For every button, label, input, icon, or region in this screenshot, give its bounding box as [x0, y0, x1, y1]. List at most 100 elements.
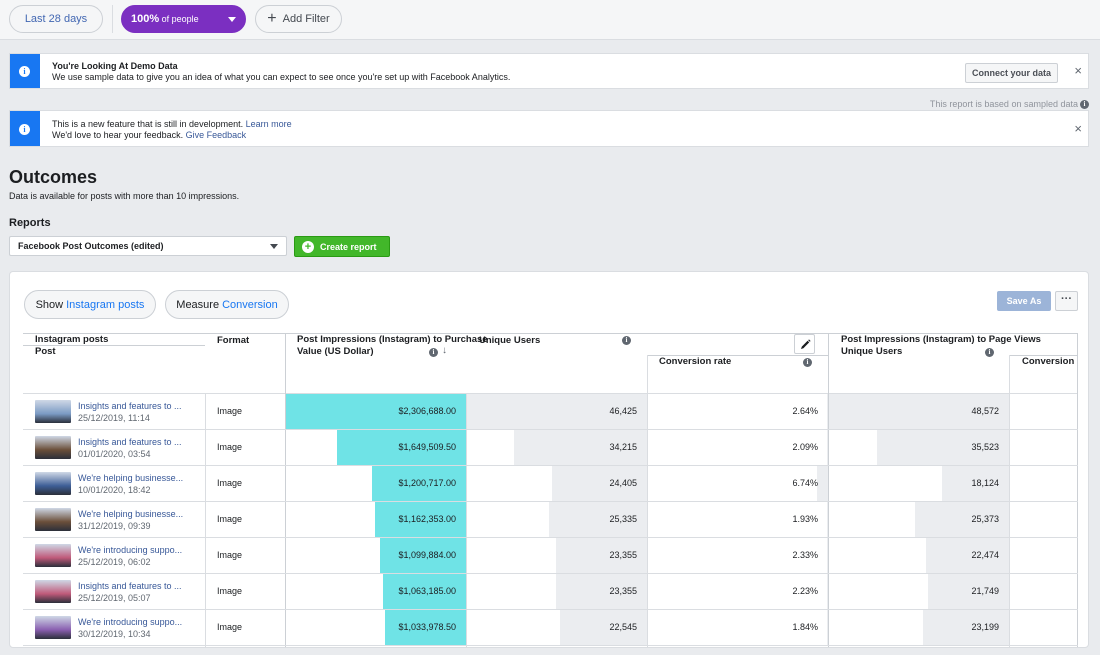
conversion-rate-value: 2.23%	[792, 586, 818, 596]
purchase-value-cell: $1,033,978.50	[286, 610, 466, 645]
post-title-link[interactable]: We're introducing suppo...	[78, 545, 182, 555]
post-thumbnail[interactable]	[35, 436, 71, 459]
chevron-down-icon	[228, 17, 236, 22]
conversion-rate-value: 2.33%	[792, 550, 818, 560]
post-title-link[interactable]: We're helping businesse...	[78, 509, 183, 519]
table-row[interactable]: We're introducing suppo... 30/12/2019, 10…	[23, 610, 1078, 646]
unique-users-2-value: 23,199	[971, 622, 999, 632]
people-segment-dropdown[interactable]: 100% of people	[121, 5, 246, 33]
table-row[interactable]: Insights and features to ... 25/12/2019, …	[23, 394, 1078, 430]
post-date: 30/12/2019, 10:34	[78, 629, 151, 639]
unique-users-value: 23,355	[609, 586, 637, 596]
purchase-metric-header[interactable]: Post Impressions (Instagram) to Purchase	[297, 334, 488, 346]
info-icon[interactable]: i	[622, 336, 631, 345]
date-range-button[interactable]: Last 28 days	[9, 5, 103, 33]
post-title-link[interactable]: Insights and features to ...	[78, 437, 182, 447]
add-filter-label: Add Filter	[283, 13, 330, 25]
edit-pencil-button[interactable]	[794, 334, 815, 354]
conversion-rate-header[interactable]: Conversion rate	[659, 356, 731, 368]
measure-selector[interactable]: Measure Conversion	[165, 290, 289, 319]
pageviews-metric-header[interactable]: Post Impressions (Instagram) to Page Vie…	[841, 334, 1041, 346]
unique-users-cell: 25,335	[467, 502, 647, 537]
info-icon[interactable]: i	[429, 348, 438, 357]
connect-data-button[interactable]: Connect your data	[965, 63, 1058, 83]
unique-users-2-cell: 21,749	[829, 574, 1009, 609]
purchase-value-cell: $1,649,509.50	[286, 430, 466, 465]
top-filter-bar: Last 28 days 100% of people + Add Filter	[0, 0, 1100, 40]
conversion-rate-cell: 1.93%	[648, 502, 828, 537]
banner-accent: i	[10, 54, 40, 88]
post-date: 25/12/2019, 05:07	[78, 593, 151, 603]
purchase-metric-header-line2: Value (US Dollar)	[297, 346, 374, 358]
add-filter-button[interactable]: + Add Filter	[255, 5, 342, 33]
post-title-link[interactable]: Insights and features to ...	[78, 581, 182, 591]
unique-users-2-header[interactable]: Unique Users	[841, 346, 902, 358]
post-date: 31/12/2019, 09:39	[78, 521, 151, 531]
purchase-value-value: $1,200,717.00	[398, 478, 456, 488]
sort-down-icon[interactable]: ↓	[442, 345, 447, 356]
unique-users-2-value: 22,474	[971, 550, 999, 560]
post-format: Image	[217, 442, 242, 452]
info-icon[interactable]: i	[985, 348, 994, 357]
table-row[interactable]: We're helping businesse... 31/12/2019, 09…	[23, 502, 1078, 538]
conversion-rate-cell: 6.74%	[648, 466, 828, 501]
unique-users-value: 46,425	[609, 406, 637, 416]
conversion-rate-value: 1.84%	[792, 622, 818, 632]
post-format: Image	[217, 622, 242, 632]
dev-banner-line2: We'd love to hear your feedback.	[52, 130, 183, 140]
demo-data-banner: i You're Looking At Demo Data We use sam…	[9, 53, 1089, 89]
info-icon[interactable]: i	[1080, 100, 1089, 109]
table-row[interactable]: Insights and features to ... 01/01/2020, …	[23, 430, 1078, 466]
give-feedback-link[interactable]: Give Feedback	[186, 130, 247, 140]
table-row[interactable]: Insights and features to ... 25/12/2019, …	[23, 574, 1078, 610]
post-thumbnail[interactable]	[35, 400, 71, 423]
unique-users-value: 22,545	[609, 622, 637, 632]
banner-accent: i	[10, 111, 40, 146]
save-as-button[interactable]: Save As	[997, 291, 1051, 311]
create-report-button[interactable]: + Create report	[294, 236, 390, 257]
unique-users-2-cell: 35,523	[829, 430, 1009, 465]
report-select[interactable]: Facebook Post Outcomes (edited)	[9, 236, 287, 256]
unique-users-2-cell: 18,124	[829, 466, 1009, 501]
post-format: Image	[217, 586, 242, 596]
purchase-value-cell: $1,099,884.00	[286, 538, 466, 573]
conversion-rate-cell: 2.64%	[648, 394, 828, 429]
unique-users-2-value: 18,124	[971, 478, 999, 488]
unique-users-2-value: 35,523	[971, 442, 999, 452]
post-title-link[interactable]: We're helping businesse...	[78, 473, 183, 483]
conversion-2-header[interactable]: Conversion	[1022, 356, 1074, 368]
conversion-rate-bar	[827, 430, 828, 465]
table-row[interactable]: We're helping businesse... 10/01/2020, 18…	[23, 466, 1078, 502]
post-title-link[interactable]: Insights and features to ...	[78, 401, 182, 411]
pencil-icon	[795, 335, 816, 355]
post-thumbnail[interactable]	[35, 580, 71, 603]
show-posts-selector[interactable]: Show Instagram posts	[24, 290, 156, 319]
post-thumbnail[interactable]	[35, 472, 71, 495]
conversion-rate-bar	[827, 574, 828, 609]
unique-users-header[interactable]: Unique Users	[479, 335, 540, 347]
post-format: Image	[217, 550, 242, 560]
unique-users-value: 25,335	[609, 514, 637, 524]
conversion-rate-value: 2.09%	[792, 442, 818, 452]
post-title-link[interactable]: We're introducing suppo...	[78, 617, 182, 627]
close-icon[interactable]: ×	[1074, 122, 1082, 136]
unique-users-cell: 24,405	[467, 466, 647, 501]
post-thumbnail[interactable]	[35, 544, 71, 567]
purchase-value-cell: $1,063,185.00	[286, 574, 466, 609]
more-options-button[interactable]: ···	[1055, 291, 1078, 311]
post-thumbnail[interactable]	[35, 508, 71, 531]
conversion-rate-bar	[827, 538, 828, 573]
unique-users-cell: 34,215	[467, 430, 647, 465]
learn-more-link[interactable]: Learn more	[246, 119, 292, 129]
post-thumbnail[interactable]	[35, 616, 71, 639]
format-column-header[interactable]: Format	[217, 335, 249, 347]
unique-users-2-cell: 48,572	[829, 394, 1009, 429]
purchase-value-cell: $1,162,353.00	[286, 502, 466, 537]
info-icon[interactable]: i	[803, 358, 812, 367]
close-icon[interactable]: ×	[1074, 64, 1082, 78]
table-row[interactable]: We're introducing suppo... 25/12/2019, 06…	[23, 538, 1078, 574]
toolbar-divider	[112, 5, 113, 33]
post-date: 25/12/2019, 06:02	[78, 557, 151, 567]
purchase-value-value: $1,063,185.00	[398, 586, 456, 596]
post-column-header[interactable]: Post	[35, 346, 56, 358]
